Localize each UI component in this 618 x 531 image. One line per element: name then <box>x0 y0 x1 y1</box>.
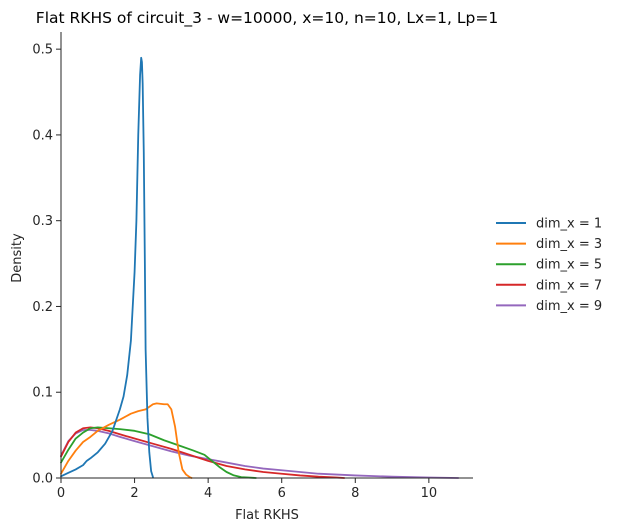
y-tick-label: 0.5 <box>32 43 53 58</box>
x-tick-label: 4 <box>204 486 212 501</box>
y-axis-ticks: 0.0 0.1 0.2 0.3 0.4 0.5 <box>32 43 61 487</box>
x-tick-label: 8 <box>351 486 359 501</box>
x-tick-label: 6 <box>278 486 286 501</box>
x-tick-label: 2 <box>130 486 138 501</box>
chart-title: Flat RKHS of circuit_3 - w=10000, x=10, … <box>36 9 498 28</box>
x-tick-label: 10 <box>421 486 438 501</box>
legend-label: dim_x = 9 <box>536 299 602 314</box>
legend: dim_x = 1 dim_x = 3 dim_x = 5 dim_x = 7 dim_… <box>496 217 602 314</box>
series-line-dim-x-7 <box>60 426 346 479</box>
legend-label: dim_x = 5 <box>536 258 602 273</box>
y-tick-label: 0.3 <box>32 214 53 229</box>
plot-area <box>60 56 460 479</box>
series-line-dim-x-5 <box>60 426 257 479</box>
x-axis-ticks: 0 2 4 6 8 10 <box>57 478 437 501</box>
legend-label: dim_x = 7 <box>536 278 602 293</box>
y-tick-label: 0.0 <box>32 472 53 487</box>
y-tick-label: 0.4 <box>32 128 53 143</box>
series-line-dim-x-3 <box>60 402 193 479</box>
legend-label: dim_x = 1 <box>536 217 602 232</box>
y-tick-label: 0.2 <box>32 300 53 315</box>
x-tick-label: 0 <box>57 486 65 501</box>
series-line-dim-x-1 <box>60 56 154 479</box>
x-axis-label: Flat RKHS <box>235 508 299 523</box>
y-tick-label: 0.1 <box>32 386 53 401</box>
y-axis-label: Density <box>10 233 25 283</box>
legend-label: dim_x = 3 <box>536 237 602 252</box>
